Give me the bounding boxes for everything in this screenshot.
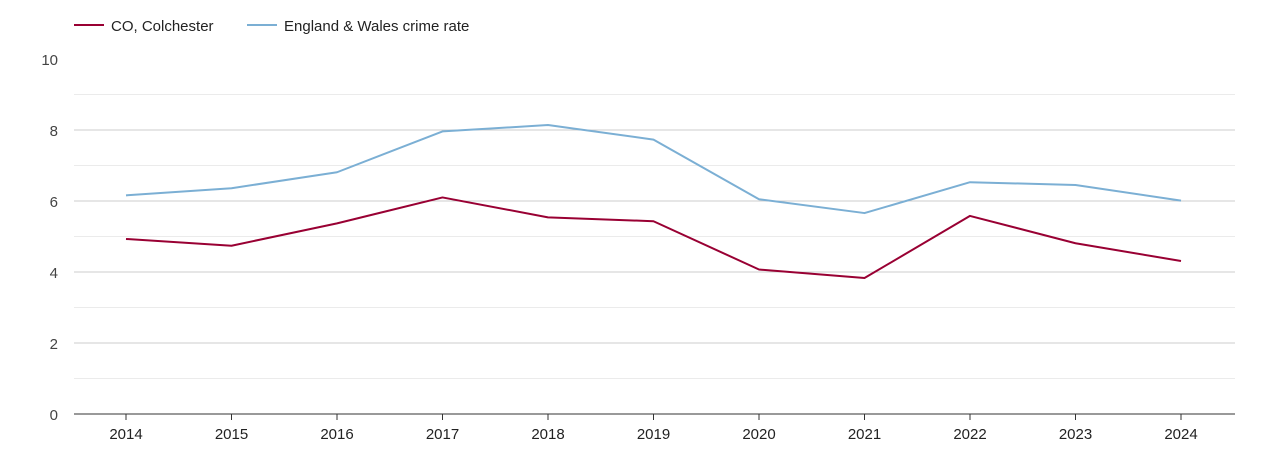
series-layer <box>125 124 1182 280</box>
legend-label: CO, Colchester <box>111 18 214 35</box>
x-tick-label: 2016 <box>320 426 353 443</box>
y-axis: 0 2 4 6 8 10 <box>41 52 58 424</box>
x-tick-label: 2019 <box>637 426 670 443</box>
grid <box>74 94 1235 415</box>
x-tick-label: 2018 <box>531 426 564 443</box>
x-tick-label: 2024 <box>1164 426 1197 443</box>
x-axis: 2014 2015 2016 2017 2018 2019 2020 2021 2022 2023… <box>109 414 1198 443</box>
x-tick-label: 2017 <box>426 426 459 443</box>
y-tick-label: 0 <box>50 407 58 424</box>
series-line-england-wales <box>125 124 1182 215</box>
legend: CO, Colchester England & Wales crime rate <box>74 18 469 35</box>
x-tick-label: 2021 <box>848 426 881 443</box>
series-line-colchester <box>125 196 1182 280</box>
x-tick-label: 2023 <box>1059 426 1092 443</box>
y-tick-label: 4 <box>50 265 58 282</box>
x-tick-label: 2022 <box>953 426 986 443</box>
y-tick-label: 8 <box>50 123 58 140</box>
x-tick-label: 2015 <box>215 426 248 443</box>
x-tick-label: 2020 <box>742 426 775 443</box>
y-tick-label: 2 <box>50 336 58 353</box>
x-tick-label: 2014 <box>109 426 142 443</box>
y-tick-label: 10 <box>41 52 58 69</box>
legend-label: England & Wales crime rate <box>284 18 469 35</box>
y-tick-label: 6 <box>50 194 58 211</box>
